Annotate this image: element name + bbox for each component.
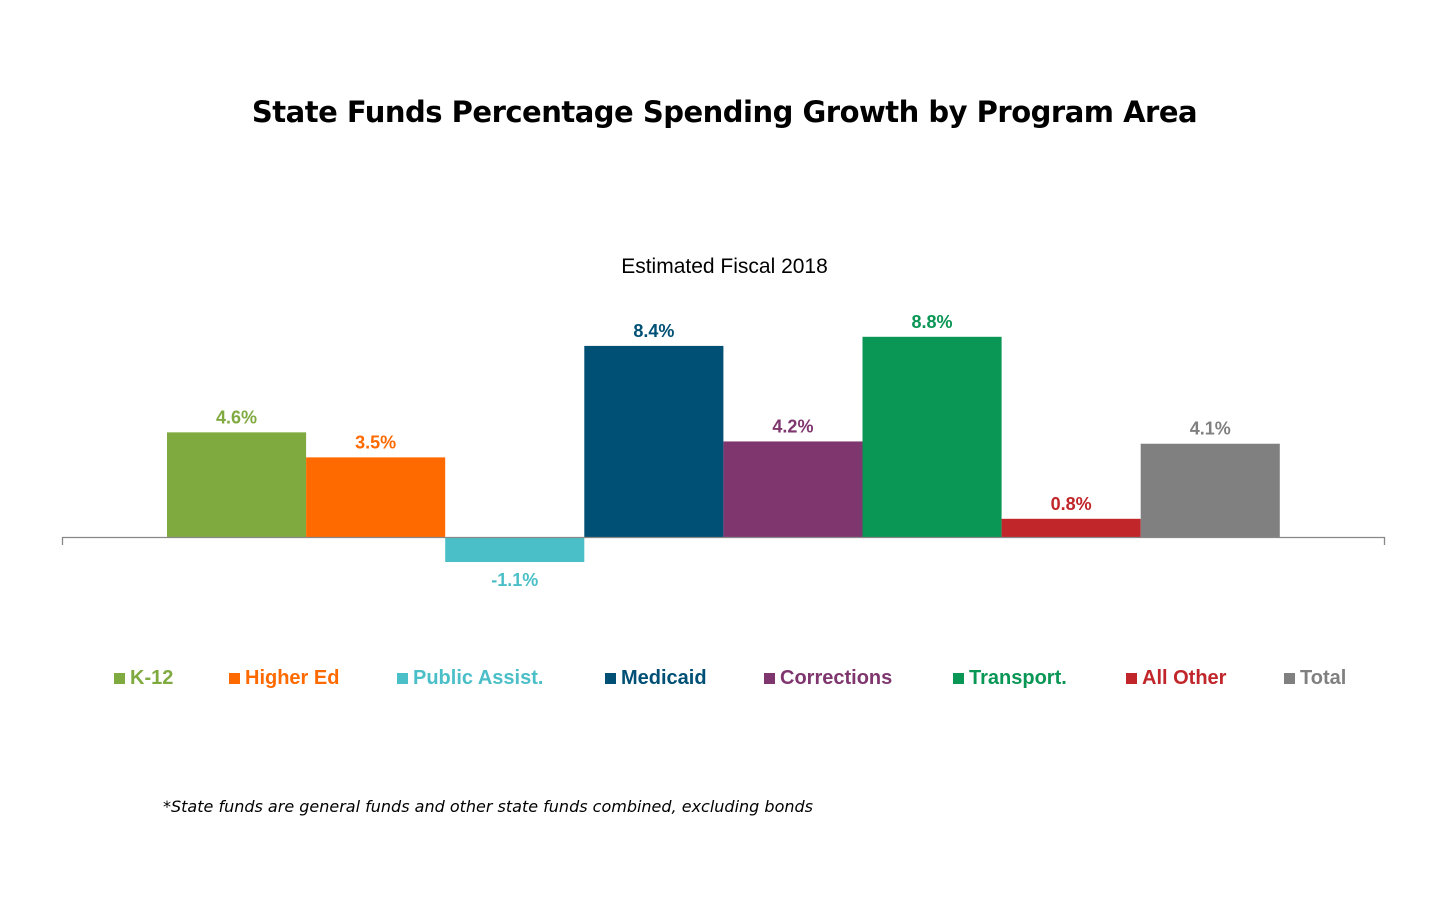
legend-label: Transport. <box>969 667 1067 689</box>
bar-transport <box>862 336 1002 537</box>
bar-total <box>1140 443 1280 537</box>
legend-item: Medicaid <box>605 667 707 690</box>
data-label: -1.1% <box>491 570 538 590</box>
data-label: 8.4% <box>633 321 674 341</box>
legend-swatch <box>764 673 775 684</box>
legend-swatch <box>1284 673 1295 684</box>
legend-label: Corrections <box>780 667 893 689</box>
legend-swatch <box>397 673 408 684</box>
data-label: 0.8% <box>1051 494 1092 514</box>
data-label: 8.8% <box>912 312 953 332</box>
bar-all-other <box>1001 518 1141 537</box>
legend-swatch <box>114 673 125 684</box>
legend-item: Total <box>1284 667 1346 690</box>
bar-public-assist <box>445 537 585 563</box>
legend-item: Transport. <box>953 667 1067 690</box>
legend-item: Corrections <box>764 667 892 690</box>
legend-swatch <box>605 673 616 684</box>
data-label: 4.1% <box>1190 419 1231 439</box>
data-label: 3.5% <box>355 432 396 452</box>
legend-label: Medicaid <box>621 667 707 689</box>
legend-label: Higher Ed <box>245 667 340 689</box>
legend-item: K-12 <box>114 667 173 690</box>
footnote: *State funds are general funds and other… <box>163 797 813 816</box>
legend-label: Total <box>1300 667 1347 689</box>
x-axis-line <box>61 536 1386 545</box>
legend-swatch <box>1126 673 1137 684</box>
legend-swatch <box>229 673 240 684</box>
bar-k-12 <box>167 432 307 537</box>
bar-medicaid <box>584 345 724 537</box>
legend-label: Public Assist. <box>413 667 544 689</box>
legend-item: Public Assist. <box>397 667 543 690</box>
legend-label: K-12 <box>130 667 174 689</box>
bar-higher-ed <box>306 457 446 537</box>
chart-title: State Funds Percentage Spending Growth b… <box>251 95 1198 129</box>
data-label: 4.6% <box>216 407 257 427</box>
bar-corrections <box>723 441 863 537</box>
legend-item: All Other <box>1126 667 1226 690</box>
legend-label: All Other <box>1142 667 1227 689</box>
data-label: 4.2% <box>772 416 813 436</box>
legend-swatch <box>953 673 964 684</box>
legend-item: Higher Ed <box>229 667 339 690</box>
chart-subtitle: Estimated Fiscal 2018 <box>621 255 828 278</box>
